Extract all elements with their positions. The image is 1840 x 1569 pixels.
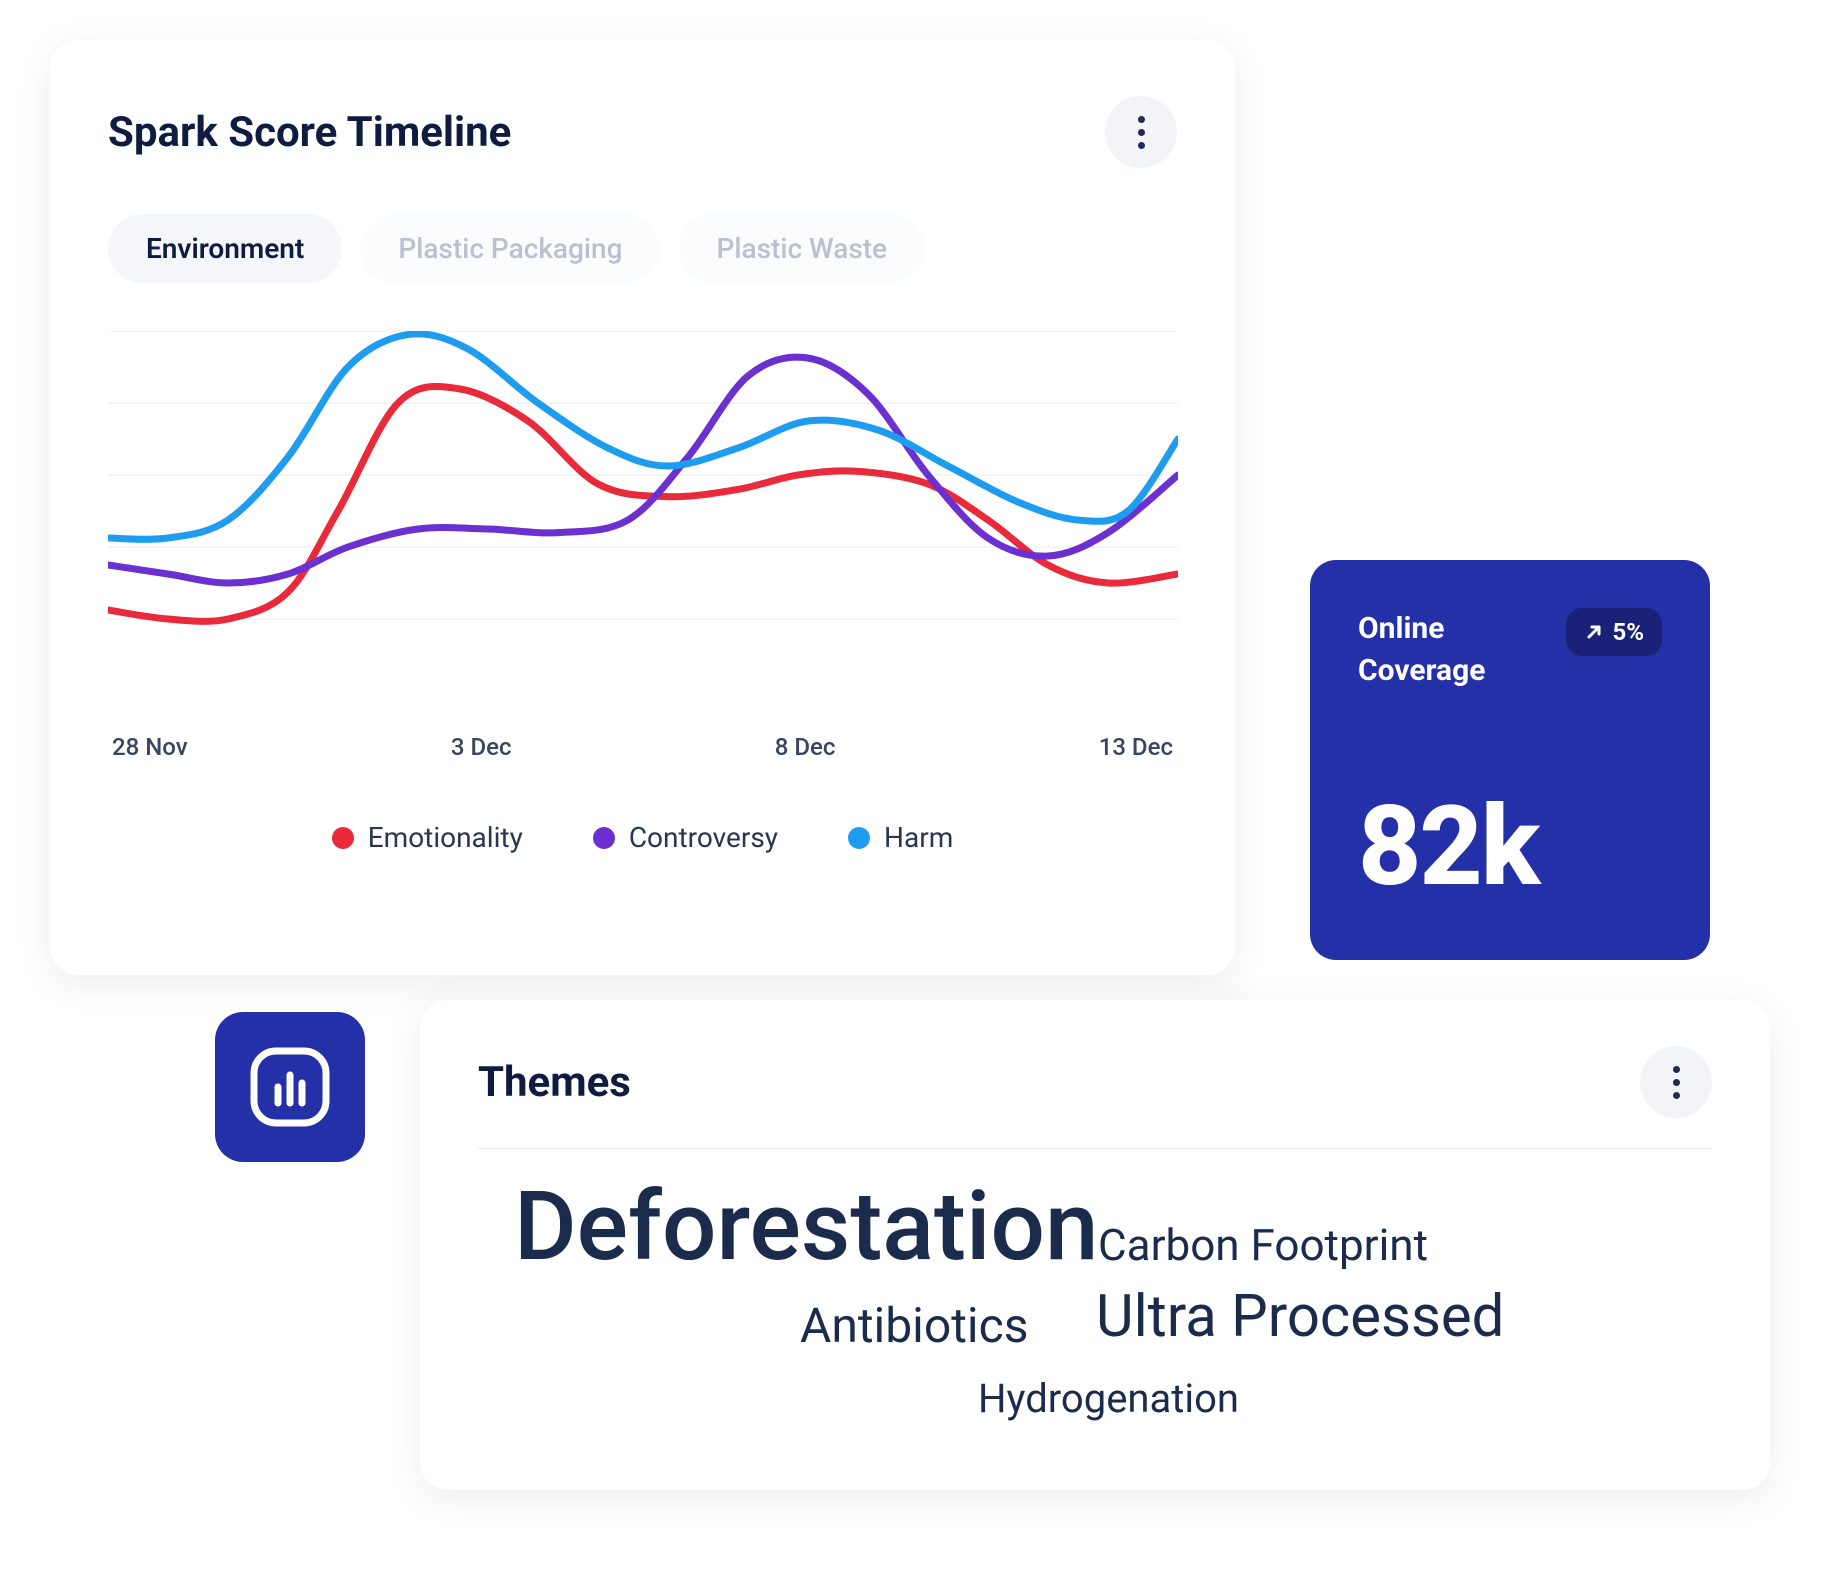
timeline-svg xyxy=(108,331,1178,691)
theme-word-ultra-processed[interactable]: Ultra Processed xyxy=(1096,1283,1504,1351)
tab-plastic-waste[interactable]: Plastic Waste xyxy=(678,214,925,283)
kpi-change-badge: 5% xyxy=(1566,608,1662,656)
kpi-label: Online Coverage xyxy=(1358,608,1485,692)
tab-environment[interactable]: Environment xyxy=(108,214,342,283)
timeline-card: Spark Score Timeline Environment Plastic … xyxy=(50,40,1235,975)
timeline-menu-button[interactable] xyxy=(1105,96,1177,168)
theme-word-carbon-footprint[interactable]: Carbon Footprint xyxy=(1098,1219,1428,1271)
kpi-top-row: Online Coverage 5% xyxy=(1358,608,1662,692)
kpi-label-line2: Coverage xyxy=(1358,650,1485,692)
x-tick: 3 Dec xyxy=(451,733,512,761)
theme-word-deforestation[interactable]: Deforestation xyxy=(514,1171,1098,1283)
themes-word-cloud: DeforestationCarbon Footprint Antibiotics… xyxy=(478,1171,1712,1471)
legend-item-harm[interactable]: Harm xyxy=(848,821,953,854)
timeline-legend: Emotionality Controversy Harm xyxy=(108,821,1177,854)
x-tick: 13 Dec xyxy=(1099,733,1173,761)
analytics-icon xyxy=(242,1039,338,1135)
timeline-x-axis: 28 Nov 3 Dec 8 Dec 13 Dec xyxy=(108,733,1177,761)
legend-label: Harm xyxy=(884,821,953,854)
themes-card: Themes DeforestationCarbon Footprint Anti… xyxy=(420,1000,1770,1490)
legend-item-emotionality[interactable]: Emotionality xyxy=(332,821,523,854)
kebab-icon xyxy=(1138,116,1145,149)
theme-word-antibiotics[interactable]: Antibiotics xyxy=(800,1297,1028,1354)
themes-divider xyxy=(478,1148,1712,1149)
x-tick: 8 Dec xyxy=(775,733,836,761)
themes-title: Themes xyxy=(478,1058,631,1107)
timeline-chart xyxy=(108,331,1178,691)
kpi-card: Online Coverage 5% 82k xyxy=(1310,560,1710,960)
tab-plastic-packaging[interactable]: Plastic Packaging xyxy=(360,214,660,283)
legend-dot xyxy=(593,827,615,849)
kpi-label-line1: Online xyxy=(1358,608,1485,650)
themes-menu-button[interactable] xyxy=(1640,1046,1712,1118)
legend-label: Emotionality xyxy=(368,821,523,854)
legend-label: Controversy xyxy=(629,821,778,854)
timeline-header: Spark Score Timeline xyxy=(108,96,1177,168)
app-icon-tile[interactable] xyxy=(215,1012,365,1162)
arrow-up-right-icon xyxy=(1584,622,1604,642)
legend-dot xyxy=(848,827,870,849)
themes-header: Themes xyxy=(478,1046,1712,1118)
legend-item-controversy[interactable]: Controversy xyxy=(593,821,778,854)
kpi-change-value: 5% xyxy=(1612,618,1644,646)
kebab-icon xyxy=(1673,1066,1680,1099)
timeline-tabs: Environment Plastic Packaging Plastic Wast… xyxy=(108,214,1177,283)
theme-word-hydrogenation[interactable]: Hydrogenation xyxy=(978,1375,1239,1422)
timeline-title: Spark Score Timeline xyxy=(108,108,511,157)
kpi-value: 82k xyxy=(1358,782,1662,911)
series-controversy xyxy=(108,357,1178,583)
legend-dot xyxy=(332,827,354,849)
x-tick: 28 Nov xyxy=(112,733,188,761)
